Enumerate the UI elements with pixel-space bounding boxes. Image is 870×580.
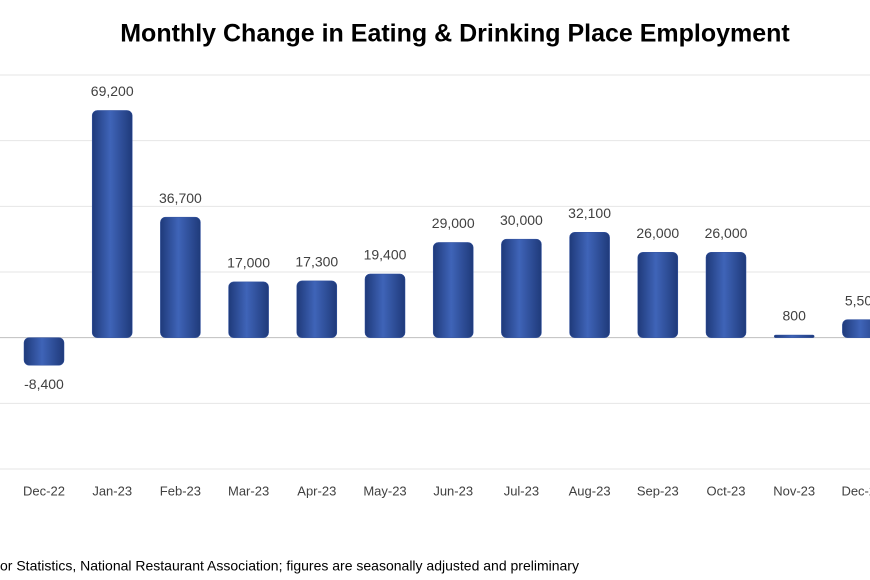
- x-tick-label: Nov-23: [773, 483, 815, 498]
- x-tick-label: Mar-23: [228, 483, 269, 498]
- value-label: 32,100: [568, 205, 611, 221]
- x-tick-label: Jul-23: [504, 483, 539, 498]
- x-tick-label: Aug-23: [569, 483, 611, 498]
- x-tick-label: Jan-23: [92, 483, 132, 498]
- value-label: 29,000: [432, 215, 475, 231]
- value-label: 17,300: [295, 254, 338, 270]
- bar: [432, 242, 474, 338]
- bar: [91, 110, 133, 338]
- x-tick-label: Dec-23: [841, 483, 870, 498]
- x-tick-label: Feb-23: [160, 483, 201, 498]
- x-tick-label: Dec-22: [23, 483, 65, 498]
- value-label: 19,400: [364, 247, 407, 263]
- bar: [501, 238, 542, 338]
- value-label: 69,200: [91, 83, 134, 99]
- bar: [569, 232, 610, 338]
- bar: [23, 337, 65, 366]
- chart-title: Monthly Change in Eating & Drinking Plac…: [120, 20, 790, 48]
- value-label: 30,000: [500, 212, 543, 228]
- bar: [160, 216, 201, 338]
- bar: [637, 252, 679, 338]
- bar: [705, 252, 747, 338]
- bar: [842, 319, 870, 338]
- value-label: 26,000: [636, 225, 679, 241]
- value-label: 36,700: [159, 190, 202, 206]
- value-label: -8,400: [24, 376, 64, 392]
- x-tick-label: Jun-23: [433, 483, 473, 498]
- value-label: 17,000: [227, 255, 270, 271]
- bar: [773, 334, 815, 338]
- value-label: 26,000: [705, 225, 748, 241]
- bar: [228, 281, 269, 338]
- x-tick-label: May-23: [363, 483, 406, 498]
- bar: [364, 273, 406, 338]
- footnote: or Statistics, National Restaurant Assoc…: [0, 558, 579, 574]
- bar: [296, 280, 338, 338]
- x-tick-label: Apr-23: [297, 483, 336, 498]
- x-tick-label: Sep-23: [637, 483, 679, 498]
- value-label: 5,500: [845, 292, 870, 308]
- value-label: 800: [783, 308, 807, 324]
- x-tick-label: Oct-23: [706, 483, 745, 498]
